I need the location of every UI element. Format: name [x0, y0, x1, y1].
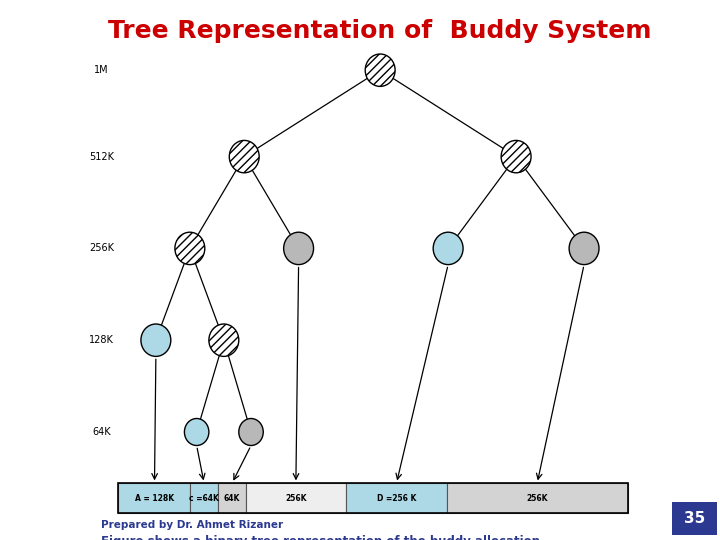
Bar — [447, 483, 629, 513]
Ellipse shape — [501, 140, 531, 173]
Bar — [119, 483, 629, 513]
Ellipse shape — [239, 418, 264, 445]
Ellipse shape — [365, 54, 395, 86]
Text: Figure shows a binary tree representation of the buddy allocation
immediately af: Figure shows a binary tree representatio… — [102, 535, 541, 540]
Ellipse shape — [433, 232, 463, 265]
Text: 1M: 1M — [94, 65, 109, 75]
Text: 35: 35 — [684, 511, 705, 526]
Ellipse shape — [175, 232, 204, 265]
Ellipse shape — [569, 232, 599, 265]
Bar — [190, 483, 218, 513]
Text: Prepared by Dr. Ahmet Rizaner: Prepared by Dr. Ahmet Rizaner — [102, 520, 284, 530]
Text: D =256 K: D =256 K — [377, 494, 416, 503]
Text: 64K: 64K — [224, 494, 240, 503]
Text: 512K: 512K — [89, 152, 114, 161]
Text: Tree Representation of  Buddy System: Tree Representation of Buddy System — [109, 19, 652, 43]
Text: A = 128K: A = 128K — [135, 494, 174, 503]
Bar — [672, 502, 716, 535]
Ellipse shape — [141, 324, 171, 356]
Text: 256K: 256K — [89, 244, 114, 253]
Bar — [218, 483, 246, 513]
Bar — [119, 483, 190, 513]
Ellipse shape — [184, 418, 209, 445]
Ellipse shape — [209, 324, 239, 356]
Text: 256K: 256K — [527, 494, 548, 503]
Text: ITEC 202 Operating Systems: ITEC 202 Operating Systems — [15, 186, 25, 354]
Text: 128K: 128K — [89, 335, 114, 345]
Bar — [246, 483, 346, 513]
Text: 256K: 256K — [285, 494, 307, 503]
Text: 64K: 64K — [92, 427, 111, 437]
Ellipse shape — [284, 232, 313, 265]
Bar — [346, 483, 447, 513]
Text: c =64K: c =64K — [189, 494, 219, 503]
Ellipse shape — [229, 140, 259, 173]
